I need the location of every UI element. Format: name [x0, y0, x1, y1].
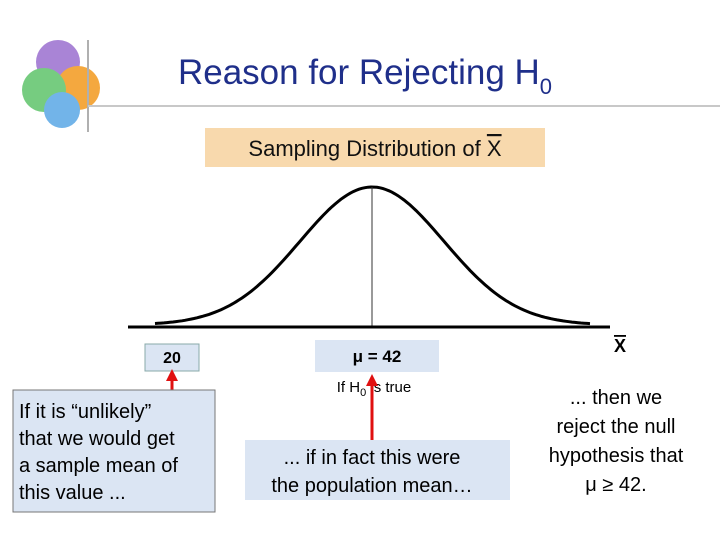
label-box — [205, 128, 545, 167]
note-line: reject the null — [557, 416, 676, 438]
axis-label: X — [614, 336, 626, 356]
note-line: this value ... — [19, 482, 126, 504]
note-line: the population mean… — [271, 475, 472, 497]
mu-label: μ = 42 — [353, 347, 402, 366]
note-line: that we would get — [19, 428, 175, 450]
title: Reason for Rejecting H0 — [178, 53, 552, 99]
sample-mean-box — [144, 343, 200, 372]
note-line: hypothesis that — [549, 445, 684, 467]
mu-box — [315, 340, 439, 372]
hypothesis-label: If H0 is true — [337, 379, 411, 399]
note-right: ... then we reject the null hypothesis tha… — [549, 387, 684, 496]
sample-mean: 20 — [163, 350, 181, 367]
note-middle: ... if in fact this were the population m… — [271, 447, 472, 497]
note-left: If it is “unlikely” that we would get a sa… — [19, 401, 178, 504]
note-box — [12, 389, 216, 513]
note-line: If it is “unlikely” — [19, 401, 151, 423]
note-line: μ ≥ 42. — [585, 474, 646, 496]
note-box — [245, 440, 510, 500]
note-line: ... then we — [570, 387, 662, 409]
note-line: a sample mean of — [19, 455, 178, 477]
distribution-label: Sampling Distribution of X — [248, 136, 501, 161]
note-line: ... if in fact this were — [284, 447, 461, 469]
